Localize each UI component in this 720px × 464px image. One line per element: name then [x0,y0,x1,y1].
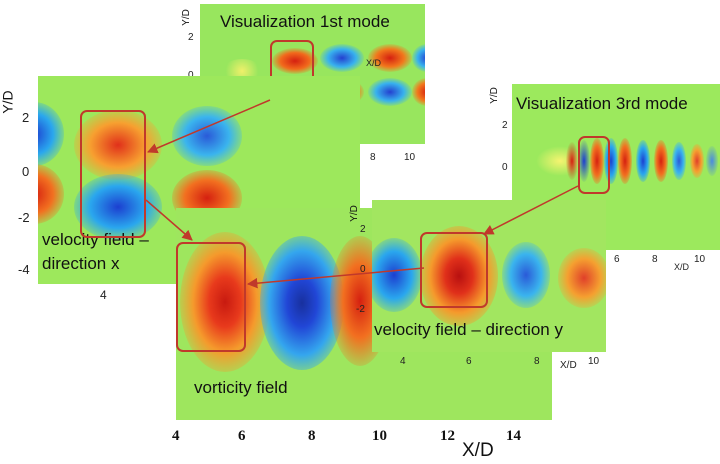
vely-neg-2 [502,242,550,308]
vort-xtick: 8 [308,428,316,444]
vely-xtick: 6 [466,356,472,367]
vely-xlabel: X/D [560,360,577,371]
vely-ytick: -2 [356,304,365,315]
mode1-xlabel: X/D [366,58,382,68]
mode1-neg-3 [368,78,412,106]
vely-highlight-box [420,232,488,308]
vely-ytick: 0 [360,264,366,275]
mode1-neg-4 [412,44,425,72]
vort-xtick: 10 [372,428,387,444]
mode1-ylabel: Y/D [180,9,192,26]
velx-xtick: 4 [100,288,107,302]
mode3-field [512,84,720,250]
vely-ylabel: Y/D [348,205,360,222]
vely-xtick: 8 [534,356,540,367]
mode3-xtick: 6 [614,254,620,265]
mode3-xtick: 10 [694,254,706,265]
vort-pos-1 [180,232,270,372]
velx-label-line1: velocity field – [42,230,149,249]
vort-xtick: 12 [440,428,455,444]
mode3-stripe-9 [690,144,704,178]
mode1-xtick: 8 [370,152,376,163]
vely-label: velocity field – direction y [374,320,563,339]
vort-xtick: 14 [506,428,521,444]
mode3-stripe-7 [654,140,668,182]
velx-ytick: 2 [22,110,30,125]
velx-label-line2: direction x [42,254,120,273]
velx-highlight-box [80,110,146,238]
mode1-neg-2 [320,44,364,72]
mode3-title: Visualization 3rd mode [516,94,688,113]
velx-neg-right [172,106,242,166]
mode3-stripe-2 [578,140,590,182]
mode3-stripe-6 [636,140,650,182]
vely-neg-1 [372,238,422,312]
mode3-stripe-10 [706,146,718,176]
mode1-xtick: 10 [404,152,416,163]
vely-xtick: 10 [588,356,600,367]
mode3-xtick: 8 [652,254,658,265]
velx-ylabel: Y/D [0,90,16,114]
mode3-stripe-5 [618,138,632,184]
mode3-stripe-4 [604,138,618,184]
mode3-ylabel: Y/D [488,87,500,104]
mode3-highlight-box [578,136,610,194]
mode3-ytick: 2 [502,120,508,131]
panel-mode3: Visualization 3rd mode Y/D 2 0 -2 2 4 6 … [484,84,720,280]
mode3-stripe-8 [672,142,686,180]
mode3-stripe-1 [566,142,578,180]
velx-pos-left [38,164,64,224]
vely-pos-main [420,226,498,326]
mode1-ytick: 0 [188,70,194,81]
panel-velocity-y: Y/D 2 0 -2 velocity field – direction y … [348,200,620,376]
vort-highlight-box [176,242,246,352]
vort-label: vorticity field [194,378,288,397]
vort-xtick: 4 [172,428,180,444]
mode1-pos-1 [272,48,318,74]
mode1-ytick: 2 [188,32,194,43]
vort-xtick: 6 [238,428,246,444]
velx-ytick: 0 [22,164,30,179]
velx-neg-left [38,102,64,166]
vely-ytick: 2 [360,224,366,235]
vort-xlabel: X/D [462,440,494,461]
mode1-pos-4 [412,78,425,106]
mode1-pos-3 [368,44,412,72]
mode3-stripe-3 [590,138,604,184]
mode3-xlabel: X/D [674,262,690,272]
velx-ytick: -4 [18,262,30,277]
velx-ytick: -2 [18,210,30,225]
vely-pos-2 [558,248,606,308]
mode1-title: Visualization 1st mode [220,12,390,31]
mode3-ytick: 0 [502,162,508,173]
vely-xtick: 4 [400,356,406,367]
